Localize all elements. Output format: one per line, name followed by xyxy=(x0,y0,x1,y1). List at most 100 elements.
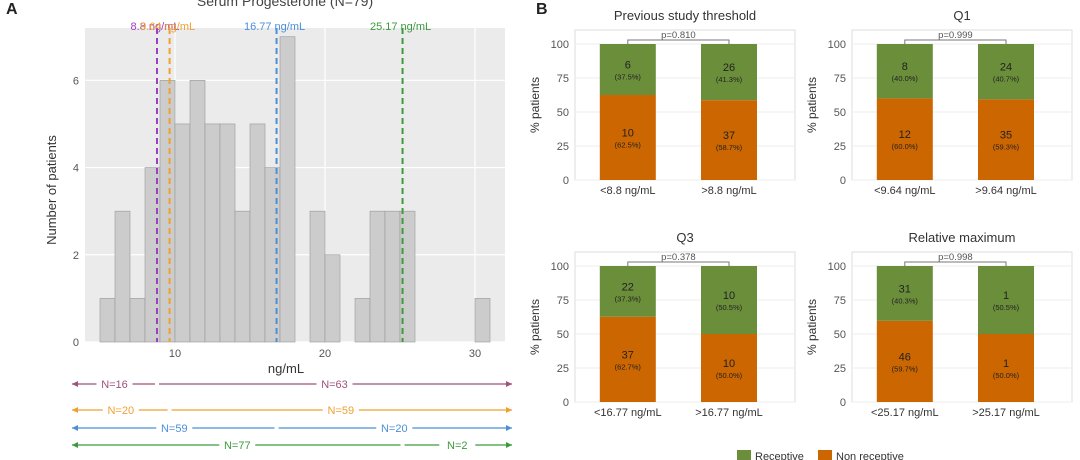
bar-pct-label: (50.5%) xyxy=(993,303,1020,312)
histogram-bar xyxy=(309,210,326,343)
histogram-bar xyxy=(159,80,176,343)
threshold-label: 25.17 ng/mL xyxy=(370,21,431,33)
histogram-bar xyxy=(384,210,401,343)
bar-count-label: 24 xyxy=(1000,62,1012,74)
panel-ytick-label: 0 xyxy=(840,175,846,187)
panel-ytick-label: 50 xyxy=(557,329,569,341)
category-label: <16.77 ng/mL xyxy=(594,407,662,419)
split-label-bg xyxy=(96,376,133,390)
bar-pct-label: (50.0%) xyxy=(716,371,743,380)
split-label-bg xyxy=(219,437,256,451)
panel-a-letter: A xyxy=(6,1,18,18)
bar-pct-label: (59.3%) xyxy=(993,143,1020,152)
bar-count-label: 22 xyxy=(622,281,634,293)
category-label: <25.17 ng/mL xyxy=(871,407,939,419)
category-label: >9.64 ng/mL xyxy=(975,185,1036,197)
panel-ytick-label: 25 xyxy=(557,141,569,153)
bar-segment-non-receptive xyxy=(876,320,933,402)
bar-segment-receptive xyxy=(978,44,1034,100)
histogram-xlabel: ng/mL xyxy=(268,361,304,376)
stacked-panel-q1: Q1 0 25 50 75 100 % patients 12(60.0%) 8(40.0%) <… xyxy=(805,8,1073,197)
bar-segment-receptive xyxy=(876,266,933,321)
legend-label-non-receptive: Non receptive xyxy=(836,451,904,460)
bar-count-label: 1 xyxy=(1003,358,1009,370)
histogram-ylabel: Number of patients xyxy=(44,135,59,245)
split-count-right: N=59 xyxy=(327,405,354,417)
bar-pct-label: (37.3%) xyxy=(615,294,642,303)
split-arrow-head xyxy=(506,381,512,387)
bar-count-label: 10 xyxy=(723,358,735,370)
bar-count-label: 26 xyxy=(723,62,735,74)
panel-ytick-label: 100 xyxy=(828,261,846,273)
split-label-bg xyxy=(156,420,193,434)
bar-segment-receptive xyxy=(701,266,757,334)
panel-ylabel: % patients xyxy=(805,299,819,355)
histogram-bar xyxy=(114,210,131,343)
split-count-left: N=59 xyxy=(161,423,188,435)
panel-ylabel: % patients xyxy=(528,299,542,355)
legend: Receptive Non receptive xyxy=(737,450,904,460)
bar-segment-non-receptive xyxy=(978,99,1034,180)
panel-ytick-label: 50 xyxy=(834,329,846,341)
panel-ytick-label: 75 xyxy=(834,73,846,85)
panel-b-letter: B xyxy=(536,1,548,18)
histogram-bar xyxy=(234,210,251,343)
panel-ytick-label: 50 xyxy=(834,107,846,119)
panel-ylabel: % patients xyxy=(805,77,819,133)
legend-swatch-receptive xyxy=(737,450,751,460)
stacked-panel-previous-study: Previous study threshold 0 25 50 75 100 % pati… xyxy=(528,8,796,197)
bar-segment-non-receptive xyxy=(599,95,656,180)
panel-ytick-label: 100 xyxy=(828,39,846,51)
histogram-ytick-label: 4 xyxy=(73,163,79,175)
pvalue-bracket xyxy=(904,261,1007,266)
bar-pct-label: (60.0%) xyxy=(892,142,919,151)
panel-ytick-label: 0 xyxy=(563,175,569,187)
pvalue-label: p=0.810 xyxy=(661,30,696,41)
split-label-bg xyxy=(439,437,476,451)
histogram-bar xyxy=(174,123,191,343)
panel-title: Q3 xyxy=(676,230,693,245)
bar-segment-non-receptive xyxy=(701,100,757,180)
category-label: >8.8 ng/mL xyxy=(701,185,756,197)
category-label: >16.77 ng/mL xyxy=(695,407,763,419)
split-count-left: N=16 xyxy=(101,379,128,391)
panel-ytick-label: 100 xyxy=(551,261,569,273)
bar-count-label: 35 xyxy=(1000,130,1012,142)
pvalue-label: p=0.999 xyxy=(938,30,973,41)
bar-pct-label: (50.5%) xyxy=(716,303,743,312)
bar-segment-receptive xyxy=(599,44,656,95)
bar-pct-label: (41.3%) xyxy=(716,75,743,84)
split-arrow-head xyxy=(72,425,78,431)
histogram-bar xyxy=(324,254,341,343)
histogram-xtick-label: 30 xyxy=(469,348,481,360)
pvalue-bracket xyxy=(627,261,730,266)
bar-segment-non-receptive xyxy=(978,334,1034,402)
bar-segment-receptive xyxy=(978,266,1034,334)
bar-pct-label: (62.7%) xyxy=(615,362,642,371)
pvalue-label: p=0.998 xyxy=(938,252,973,263)
histogram-bar xyxy=(279,36,296,343)
legend-label-receptive: Receptive xyxy=(755,451,804,460)
bar-count-label: 37 xyxy=(622,349,634,361)
bar-segment-receptive xyxy=(876,44,933,99)
split-count-right: N=2 xyxy=(447,440,468,452)
histogram-ytick-label: 2 xyxy=(73,250,79,262)
split-arrow-head xyxy=(506,425,512,431)
bar-segment-non-receptive xyxy=(876,98,933,180)
panel-ytick-label: 25 xyxy=(834,141,846,153)
split-count-left: N=77 xyxy=(224,440,251,452)
panel-ytick-label: 0 xyxy=(563,397,569,409)
panel-ytick-label: 25 xyxy=(557,363,569,375)
bar-segment-non-receptive xyxy=(701,334,757,402)
bar-segment-receptive xyxy=(599,266,656,317)
bar-pct-label: (59.7%) xyxy=(892,364,919,373)
stacked-panel-q3: Q3 0 25 50 75 100 % patients 37(62.7%) 22(37.3%)… xyxy=(528,230,796,419)
split-arrows: N=16 N=63 N=20 N=59 N=59 N=20 N=77 N=2 xyxy=(72,376,512,452)
bar-segment-non-receptive xyxy=(599,316,656,402)
histogram-title: Serum Progesterone (N=79) xyxy=(197,0,373,9)
threshold-label: 8.8 ng/mL xyxy=(131,21,180,33)
histogram-xtick-label: 20 xyxy=(319,348,331,360)
histogram-bar xyxy=(129,298,146,343)
